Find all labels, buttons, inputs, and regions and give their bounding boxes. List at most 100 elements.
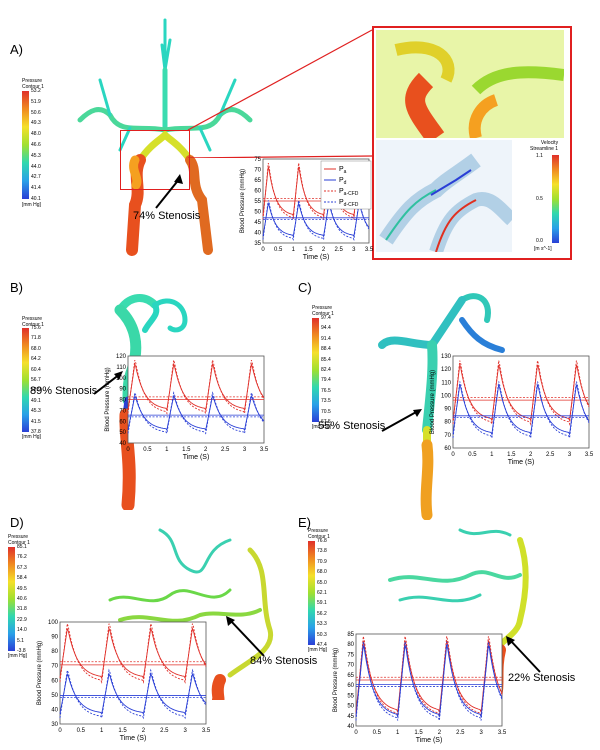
pa-cfd-series <box>59 623 207 684</box>
legend-label-sub: a <box>344 169 347 175</box>
colorbar-d-tick: -3.8 <box>17 648 26 654</box>
y-tick-label: 90 <box>444 407 451 413</box>
colorbar-e-tick: 70.9 <box>317 558 327 565</box>
y-tick-label: 80 <box>119 398 126 404</box>
colorbar-c-tick: 94.4 <box>321 325 331 332</box>
legend-label-sub: d-CFD <box>344 202 359 208</box>
colorbar-c-tick: 91.4 <box>321 335 331 342</box>
stenosis-arrow-b <box>93 371 123 395</box>
colorbar-c-gradient <box>312 318 319 422</box>
y-tick-label: 80 <box>51 649 58 655</box>
panel-label-e: E) <box>298 515 311 530</box>
x-tick-label: 2.5 <box>546 452 555 458</box>
chart-b: 120 110 100 90 80 70 60 50 400 0.5 1 1.5 2 2.5 3 3.5 Tim… <box>105 354 269 461</box>
pa-cfd-series <box>127 359 265 415</box>
velocity-bar-unit: [m s^-1] <box>534 246 552 252</box>
x-tick-label: 2 <box>529 452 533 458</box>
chart-frame <box>452 355 590 449</box>
x-axis-label: Time (S) <box>508 459 535 466</box>
pa-cfd-series <box>262 162 370 220</box>
x-tick-label: 1.5 <box>304 247 313 253</box>
colorbar-e-tick: 62.1 <box>317 590 327 596</box>
y-tick-label: 40 <box>347 724 354 730</box>
colorbar-b-tick: 49.1 <box>31 397 41 404</box>
colorbar-c-subtitle: Contour 1 <box>312 311 334 317</box>
colorbar-d-unit: [mm Hg] <box>8 653 27 659</box>
stenosis-label-b: 89% Stenosis <box>30 385 98 397</box>
y-tick-label: 80 <box>444 420 451 426</box>
legend-label-sub: d <box>344 180 347 186</box>
colorbar-b-tick: 45.3 <box>31 408 41 415</box>
y-tick-label: 45 <box>347 714 354 720</box>
y-tick-label: 80 <box>347 642 354 648</box>
y-tick-label: 70 <box>119 408 126 414</box>
y-axis-label: Blood Pressure (mmHg) <box>105 367 111 431</box>
colorbar-d-tick: 76.2 <box>17 554 27 561</box>
pa-series <box>59 626 207 680</box>
colorbar-a-tick: 53.2 <box>31 88 41 94</box>
colorbar-d-tick: 22.9 <box>17 616 27 623</box>
pd-cfd-series <box>59 668 207 720</box>
colorbar-c-tick: 88.4 <box>321 346 331 353</box>
y-tick-label: 100 <box>116 376 127 382</box>
y-tick-label: 45 <box>254 220 261 226</box>
y-tick-label: 75 <box>347 652 354 658</box>
colorbar-e-tick: 59.1 <box>317 600 327 607</box>
y-axis-label: Blood Pressure (mmHg) <box>240 169 246 233</box>
x-tick-label: 1 <box>396 730 400 736</box>
y-tick-label: 60 <box>51 678 58 684</box>
colorbar-e-tick: 50.3 <box>317 631 327 638</box>
colorbar-e-tick: 56.2 <box>317 610 327 617</box>
colorbar-a-tick: 49.3 <box>31 120 41 127</box>
colorbar-d-tick: 5.1 <box>17 637 24 644</box>
colorbar-b-tick: 64.2 <box>31 356 41 363</box>
x-tick-label: 0.5 <box>143 447 152 453</box>
y-tick-label: 50 <box>51 693 58 699</box>
legend-label: Pd-CFD <box>339 199 359 208</box>
chart-c: 130 120 110 100 90 80 70 600 0.5 1 1.5 2 2.5 3 3.5 Time… <box>430 354 594 466</box>
colorbar-d-tick: 58.4 <box>17 575 27 582</box>
colorbar-e-tick: 68.0 <box>317 569 327 576</box>
x-tick-label: 0 <box>354 730 358 736</box>
panel-label-c: C) <box>298 280 312 295</box>
y-tick-label: 50 <box>119 430 126 436</box>
colorbar-d-tick: 85.1 <box>17 544 27 550</box>
y-tick-label: 40 <box>119 441 126 447</box>
colorbar-a-tick: 41.4 <box>31 185 41 192</box>
velocity-tick-mid: 0.5 <box>536 196 543 202</box>
stenosis-label-e: 22% Stenosis <box>508 672 576 684</box>
colorbar-d-gradient <box>8 547 15 651</box>
x-tick-label: 0.5 <box>373 730 382 736</box>
colorbar-a-tick: 50.6 <box>31 109 41 116</box>
stenosis-arrow-a <box>155 174 183 209</box>
colorbar-b-tick: 75.6 <box>31 325 41 331</box>
x-tick-label: 2 <box>322 247 326 253</box>
x-axis-label: Time (S) <box>120 735 147 742</box>
y-tick-label: 65 <box>347 673 354 679</box>
colorbar-b-tick: 68.0 <box>31 345 41 352</box>
y-axis-label: Blood Pressure (mmHg) <box>37 641 43 705</box>
velocity-bar-title: Velocity <box>540 140 559 146</box>
y-tick-label: 60 <box>119 419 126 425</box>
panel-label-d: D) <box>10 515 24 530</box>
y-tick-label: 85 <box>347 632 354 638</box>
y-tick-label: 70 <box>347 663 354 669</box>
panel-label-b: B) <box>10 280 23 295</box>
colorbar-c-tick: 70.5 <box>321 408 331 415</box>
colorbar-c-tick: 85.4 <box>321 356 331 363</box>
y-tick-label: 110 <box>441 380 451 386</box>
colorbar-d-title: Pressure <box>8 534 29 540</box>
y-tick-label: 50 <box>347 704 354 710</box>
velocity-bar-subtitle: Streamline 1 <box>530 146 559 152</box>
x-tick-label: 2.5 <box>335 247 344 253</box>
colorbar-c-unit: [mm Hg] <box>312 424 331 430</box>
y-axis-label: Blood Pressure (mmHg) <box>430 370 436 434</box>
stenosis-label-d: 84% Stenosis <box>250 655 318 667</box>
stenosis-label-a: 74% Stenosis <box>133 210 201 222</box>
y-tick-label: 90 <box>119 387 126 393</box>
y-tick-label: 60 <box>254 189 261 195</box>
x-tick-label: 3 <box>568 452 572 458</box>
pa-cfd-series <box>452 360 590 426</box>
colorbar-e-tick: 53.3 <box>317 621 327 628</box>
y-axis-label: Blood Pressure (mmHg) <box>333 648 339 712</box>
